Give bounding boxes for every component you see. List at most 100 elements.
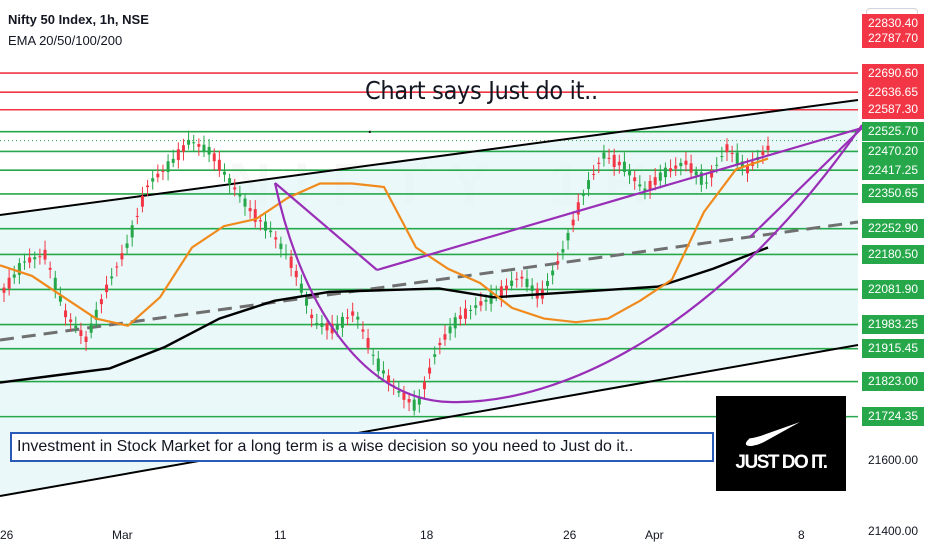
candle-body [212,153,216,162]
channel-upper-line [0,99,859,216]
candle-body [694,171,698,176]
wedge-line-left [274,182,378,271]
price-tick-label: 21600.00 [867,452,919,467]
candle-body [443,334,447,340]
candle-body [653,177,657,185]
channel-mid-dashed-line [0,220,859,342]
candle-body [381,370,385,374]
candle-body [499,286,503,299]
nike-logo-image: JUST DO IT. [716,396,846,491]
candle-body [269,230,273,233]
candle-body [658,172,662,181]
candle-body [351,311,355,316]
price-label-support[interactable]: 22417.25 [862,160,924,180]
candle-body [556,261,560,264]
candle-body [679,162,683,167]
price-label-resistance[interactable]: 22587.30 [862,100,924,120]
price-label-support[interactable]: 21823.00 [862,372,924,392]
candle-body [243,198,247,207]
indicator-legend[interactable]: EMA 20/50/100/200 [8,33,123,48]
candle-body [346,317,350,319]
symbol-title[interactable]: Nifty 50 Index, 1h, NSE [8,12,149,27]
price-label-support[interactable]: 22180.50 [862,244,924,264]
candle-body [422,382,426,390]
price-label-support[interactable]: 21983.25 [862,315,924,335]
candle-body [156,173,160,178]
dot-annotation[interactable]: . [367,116,373,138]
price-label-support[interactable]: 22252.90 [862,219,924,239]
candle-body [561,249,565,253]
candle-body [176,149,180,161]
candle-body [622,161,626,172]
candle-body [628,170,632,176]
candle-body [38,256,42,258]
cup-curve [273,124,863,404]
channel-lower-line [0,344,859,497]
candle-body [669,168,673,172]
candle-body [587,180,591,189]
candle-body [310,314,314,319]
price-label-support[interactable]: 21724.35 [862,407,924,427]
price-label-resistance[interactable]: 22636.65 [862,82,924,102]
candle-body [504,285,508,290]
candle-body [479,301,483,306]
candle-body [597,162,601,164]
candle-body [202,144,206,152]
price-label-support[interactable]: 22350.65 [862,184,924,204]
candle-body [315,322,319,324]
time-tick-label: 11 [274,528,287,542]
candle-body [730,153,734,155]
price-label-resistance[interactable]: 22690.60 [862,63,924,83]
candle-body [12,274,16,278]
candle-body [192,142,196,144]
chart-headline-annotation[interactable]: Chart says Just do it.. [365,76,598,105]
candle-body [397,391,401,393]
candle-body [89,323,93,333]
candle-body [94,309,98,320]
channel-fill [0,100,858,496]
candle-body [407,399,411,403]
candle-body [745,164,749,174]
note-annotation[interactable]: Investment in Stock Market for a long te… [10,432,714,462]
candle-body [125,243,129,248]
candle-body [320,323,324,327]
candle-body [69,319,73,322]
price-label-support[interactable]: 22470.20 [862,141,924,161]
candle-body [74,325,78,329]
candle-body [648,180,652,190]
candle-body [412,399,416,411]
candle-body [761,151,765,156]
time-tick-label: 8 [798,528,805,542]
candle-body [135,215,139,217]
candle-body [638,184,642,187]
wedge-line-lower [749,127,863,238]
candle-body [674,165,678,169]
candle-body [453,317,457,329]
candle-body [140,195,144,207]
candle-body [105,284,109,293]
candle-body [663,167,667,178]
price-label-support[interactable]: 22525.70 [862,122,924,142]
candle-body [84,336,88,342]
price-label-resistance[interactable]: 22830.40 [862,13,924,33]
candle-body [366,337,370,348]
price-label-resistance[interactable]: 22787.70 [862,28,924,48]
candle-body [356,316,360,320]
candle-body [525,278,529,288]
candle-body [217,159,221,171]
candle-body [79,330,83,336]
candle-body [115,266,119,268]
candle-body [110,276,114,279]
candle-body [376,358,380,372]
candle-body [33,257,37,260]
time-tick-label: 18 [420,528,434,542]
time-tick-label: Mar [112,528,133,542]
price-label-support[interactable]: 22081.90 [862,279,924,299]
candle-body [23,261,27,263]
candle-body [417,396,421,405]
candle-body [289,256,293,268]
candle-body [433,354,437,357]
price-label-support[interactable]: 21915.45 [862,339,924,359]
